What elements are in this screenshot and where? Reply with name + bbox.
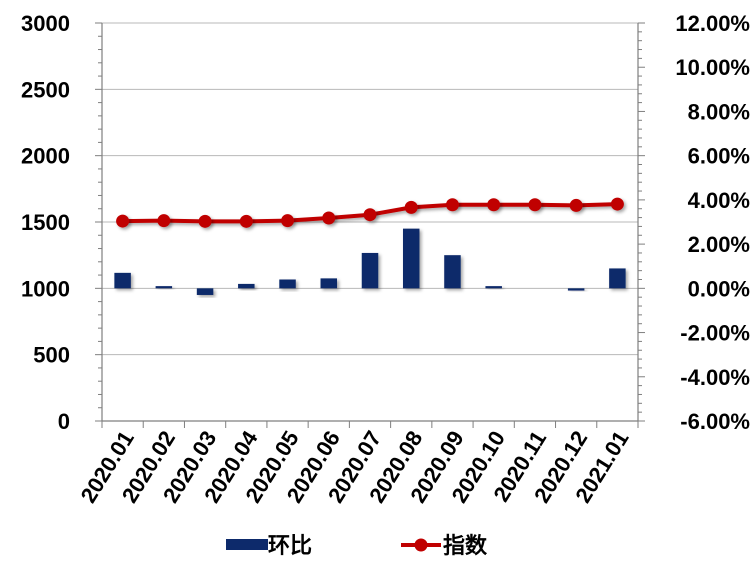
y-right-tick-label: 6.00% <box>688 144 750 169</box>
y-right-tick-label: 10.00% <box>675 55 750 80</box>
bar-2020.09 <box>444 255 461 289</box>
point-2020.08 <box>404 200 418 214</box>
bar-2020.01 <box>114 272 131 289</box>
line-series-zhishu <box>116 197 624 228</box>
y-left-tick-label: 3000 <box>21 11 70 36</box>
legend: 环比 指数 <box>226 533 488 559</box>
point-2020.06 <box>322 211 336 225</box>
y-right-tick-label: -4.00% <box>680 365 750 390</box>
y-left-tick-label: 500 <box>33 343 70 368</box>
bar-2020.04 <box>238 283 255 289</box>
y-left-tick-label: 1000 <box>21 276 70 301</box>
point-2020.02 <box>157 214 171 228</box>
legend-bar-swatch <box>226 539 268 550</box>
legend-label-zhishu: 指数 <box>443 533 488 559</box>
bar-2020.07 <box>361 252 379 289</box>
y-left-tick-label: 2500 <box>21 77 70 102</box>
bar-2020.05 <box>279 279 296 289</box>
bar-2021.01 <box>609 268 626 289</box>
bar-2020.02 <box>155 286 173 289</box>
point-2020.01 <box>116 214 130 228</box>
point-2020.12 <box>569 198 583 212</box>
y-left-tick-label: 0 <box>58 409 70 434</box>
y-right-tick-label: -6.00% <box>680 409 750 434</box>
point-2020.10 <box>487 198 501 212</box>
y-right-tick-label: 12.00% <box>675 11 750 36</box>
bar-2020.06 <box>320 278 338 289</box>
y-right-tick-label: -2.00% <box>680 321 750 346</box>
y-left-tick-label: 2000 <box>21 144 70 169</box>
bar-2020.03 <box>196 288 214 295</box>
y-right-tick-label: 8.00% <box>688 99 750 124</box>
tick-labels: 0 500 1000 1500 2000 2500 3000 -6.00% -4.00% -2.0… <box>21 11 750 507</box>
bar-2020.08 <box>402 228 420 289</box>
y-right-tick-label: 4.00% <box>688 188 750 213</box>
gridlines <box>102 22 638 356</box>
y-left-tick-label: 1500 <box>21 210 70 235</box>
legend-label-huanbi: 环比 <box>268 534 312 559</box>
bar-2020.12 <box>567 288 585 291</box>
point-2020.05 <box>281 214 295 228</box>
point-2020.04 <box>239 214 253 228</box>
axes <box>95 22 645 428</box>
point-2021.01 <box>610 197 624 211</box>
point-2020.11 <box>528 198 542 212</box>
bar-2020.10 <box>485 286 502 289</box>
y-right-tick-label: 0.00% <box>688 276 750 301</box>
legend-marker <box>414 538 428 552</box>
y-right-tick-label: 2.00% <box>688 232 750 257</box>
point-2020.09 <box>445 198 459 212</box>
point-2020.03 <box>198 214 212 228</box>
bar-series-huanbi <box>114 228 626 295</box>
point-2020.07 <box>363 208 377 222</box>
